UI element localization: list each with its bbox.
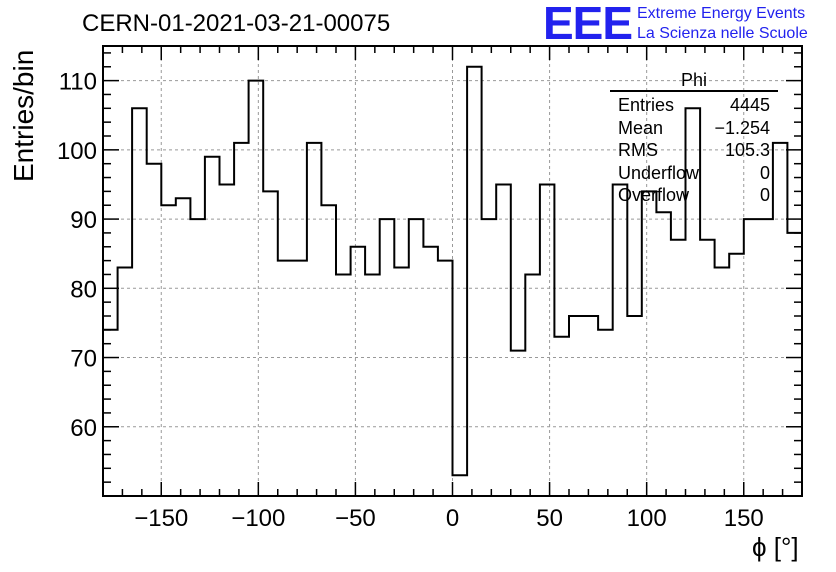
stats-row: Entries 4445 bbox=[610, 94, 778, 117]
y-tick-label: 60 bbox=[70, 415, 97, 442]
axis-ticks bbox=[103, 46, 802, 496]
x-tick-label: 150 bbox=[724, 505, 764, 532]
stats-box: Phi Entries 4445 Mean −1.254 RMS 105.3 Unde… bbox=[610, 70, 778, 207]
histogram-step-line bbox=[102, 65, 803, 496]
eee-logo: EEE bbox=[543, 0, 633, 49]
stats-label: Underflow bbox=[618, 162, 700, 183]
y-tick-label: 100 bbox=[57, 138, 97, 165]
stats-value: 105.3 bbox=[724, 140, 770, 160]
y-tick-label: 90 bbox=[70, 207, 97, 234]
stats-value: 4445 bbox=[729, 95, 770, 115]
logo-line-2: La Scienza nelle Scuole bbox=[637, 25, 808, 42]
y-tick-label: 110 bbox=[59, 69, 97, 96]
x-tick-label: 50 bbox=[536, 505, 563, 532]
x-tick-label: −50 bbox=[335, 505, 376, 532]
x-tick-label: 0 bbox=[446, 505, 459, 532]
y-tick-label: 70 bbox=[70, 346, 97, 373]
stats-label: RMS bbox=[618, 140, 658, 160]
stats-label: Mean bbox=[618, 117, 664, 138]
stats-value: 0 bbox=[759, 162, 770, 183]
stats-label: Overflow bbox=[618, 185, 690, 205]
plot-title: CERN-01-2021-03-21-00075 bbox=[82, 10, 391, 37]
stats-name: Phi bbox=[610, 70, 778, 92]
stats-row: Underflow 0 bbox=[610, 162, 778, 185]
x-tick-label: 100 bbox=[627, 505, 667, 532]
stats-row: Mean −1.254 bbox=[610, 117, 778, 140]
tick-labels: −150 −100 −50 0 50 100 150 60 70 80 90 100 110 bbox=[57, 69, 764, 532]
x-tick-label: −150 bbox=[134, 505, 188, 532]
x-axis-label: ϕ [°] bbox=[752, 532, 799, 562]
x-tick-label: −100 bbox=[231, 505, 285, 532]
y-axis-label: Entries/bin bbox=[8, 49, 39, 182]
y-tick-label: 80 bbox=[70, 276, 97, 303]
stats-row: RMS 105.3 bbox=[610, 139, 778, 162]
stats-label: Entries bbox=[618, 95, 675, 115]
logo-line-1: Extreme Energy Events bbox=[637, 5, 806, 22]
stats-row: Overflow 0 bbox=[610, 184, 778, 207]
stats-value: 0 bbox=[759, 185, 770, 205]
stats-value: −1.254 bbox=[714, 117, 770, 138]
